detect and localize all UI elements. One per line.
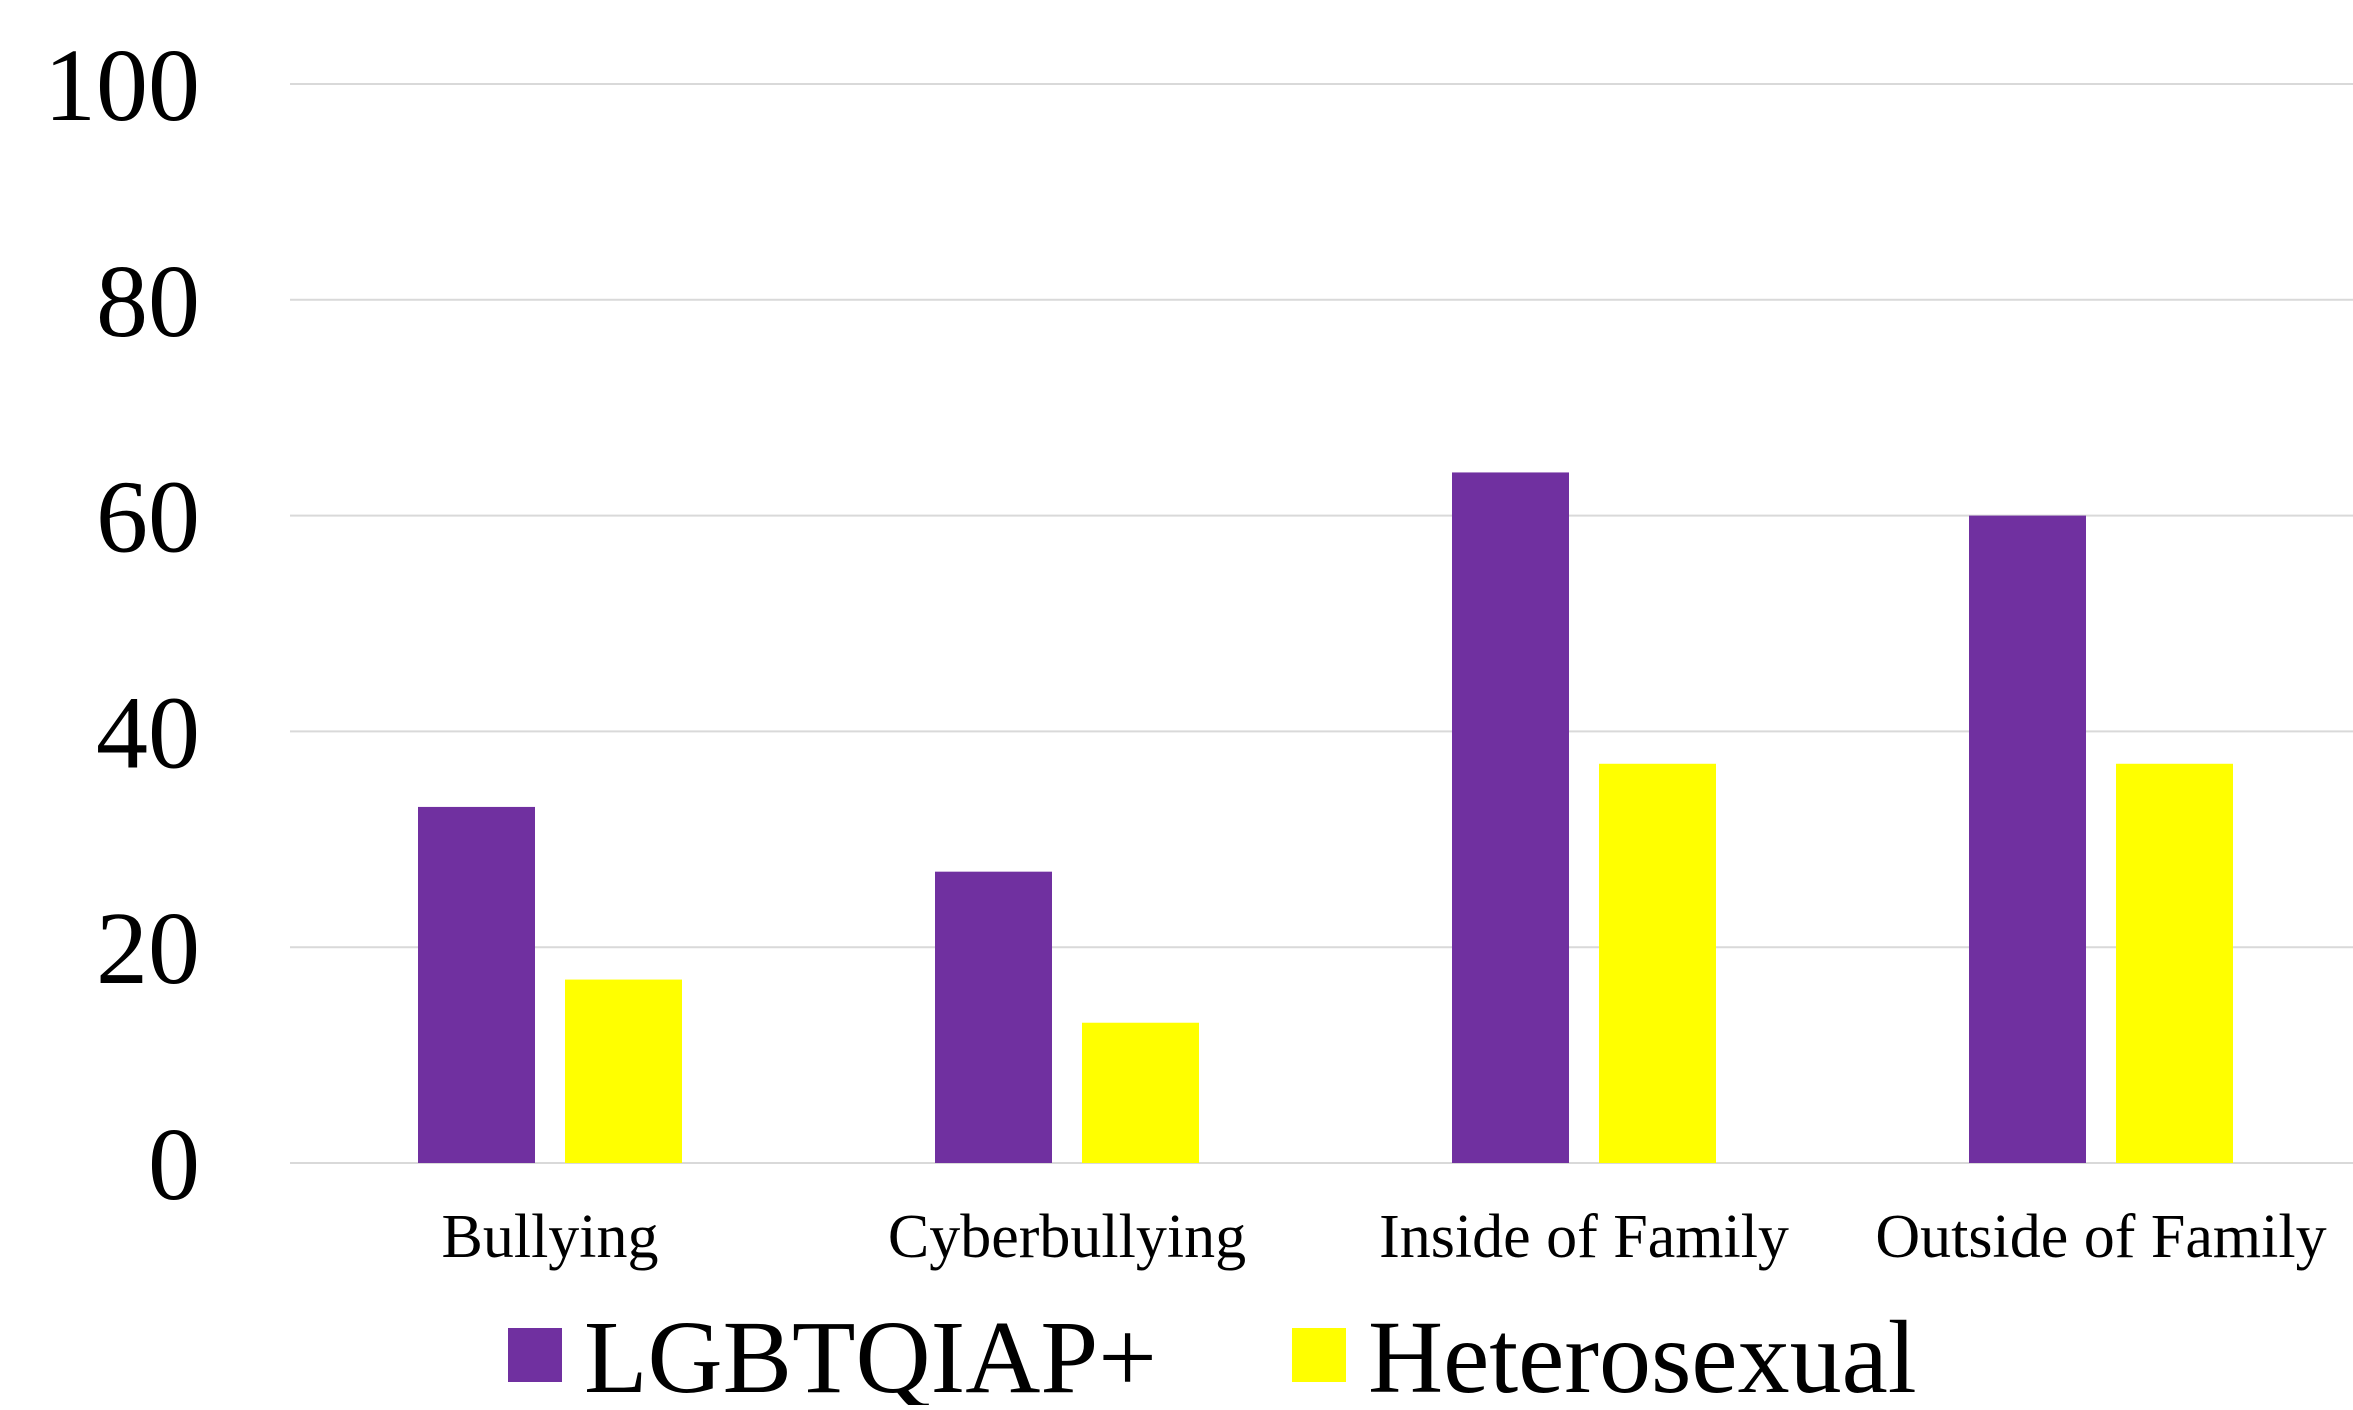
y-tick-label: 0 <box>148 1107 200 1222</box>
y-tick-label: 40 <box>96 675 200 790</box>
bar-heterosexual-outside-of-family <box>2116 763 2233 1163</box>
y-tick-label: 20 <box>96 891 200 1006</box>
x-tick-label: Inside of Family <box>1379 1203 1789 1271</box>
legend-label: Heterosexual <box>1368 1300 1917 1405</box>
bar-heterosexual-bullying <box>565 979 682 1163</box>
bar-lgbtqiap--bullying <box>418 806 535 1163</box>
x-tick-label: Cyberbullying <box>888 1203 1246 1271</box>
x-tick-label: Outside of Family <box>1875 1203 2326 1271</box>
bar-layer <box>418 472 2233 1163</box>
bar-lgbtqiap--cyberbullying <box>935 871 1052 1163</box>
x-axis-ticks: Bullying Cyberbullying Inside of Family Out… <box>441 1203 2326 1271</box>
y-tick-label: 100 <box>44 28 200 143</box>
bar-lgbtqiap--outside-of-family <box>1969 515 2086 1163</box>
y-tick-label: 80 <box>96 244 200 359</box>
x-tick-label: Bullying <box>441 1203 658 1271</box>
bar-heterosexual-cyberbullying <box>1082 1022 1199 1163</box>
y-axis-ticks: 0 20 40 60 80 100 <box>44 28 200 1222</box>
legend-label: LGBTQIAP+ <box>584 1300 1157 1405</box>
y-tick-label: 60 <box>96 460 200 575</box>
legend-swatch <box>508 1328 562 1382</box>
legend: LGBTQIAP+ Heterosexual <box>508 1300 1917 1410</box>
bar-heterosexual-inside-of-family <box>1599 763 1716 1163</box>
bar-lgbtqiap--inside-of-family <box>1452 472 1569 1163</box>
legend-swatch <box>1292 1328 1346 1382</box>
